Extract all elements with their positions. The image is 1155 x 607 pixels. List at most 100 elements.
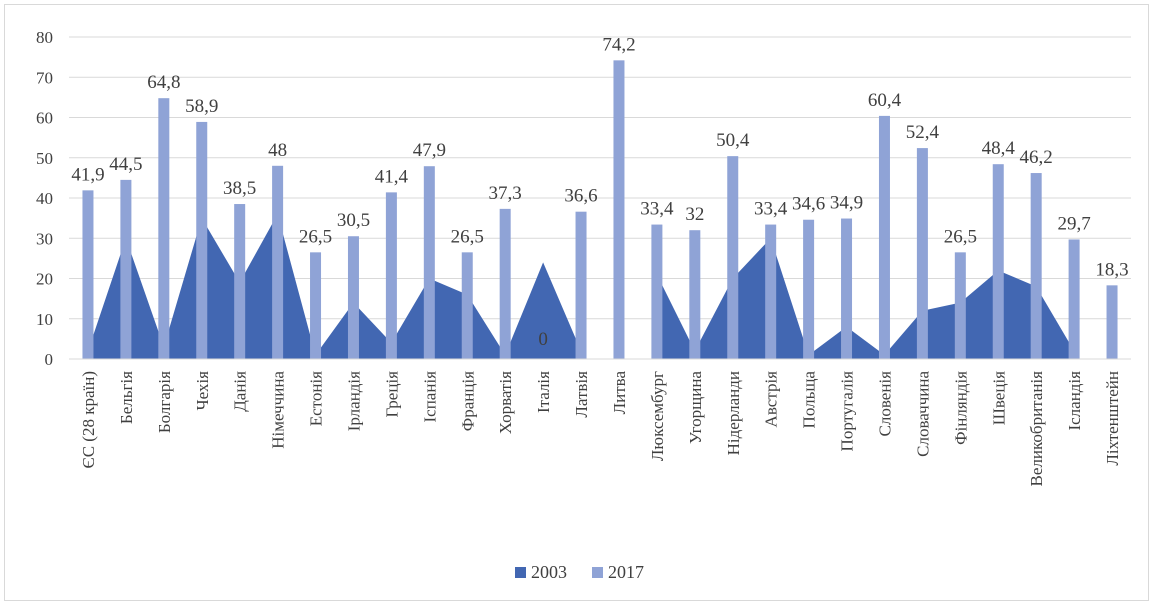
bar-2017 xyxy=(1030,173,1042,359)
x-tick-label: Данія xyxy=(231,371,250,412)
data-label-2017: 48 xyxy=(268,140,287,161)
bar-2017 xyxy=(575,211,587,359)
bar-2017 xyxy=(347,236,359,359)
data-label-2017: 47,9 xyxy=(413,140,446,161)
y-tick-label: 80 xyxy=(36,28,53,47)
y-tick-label: 50 xyxy=(36,149,53,168)
x-tick-label: Фінляндія xyxy=(951,371,970,445)
bar-2017 xyxy=(1106,285,1118,359)
x-tick-label: Португалія xyxy=(838,371,857,452)
y-tick-label: 40 xyxy=(36,189,53,208)
bar-2017 xyxy=(499,208,511,359)
x-tick-label: ЄС (28 країн) xyxy=(79,371,98,469)
chart-svg: 0 10 20 30 40 50 60 70 80 ЄС (28 країн) Бельгія Бол… xyxy=(36,28,1131,582)
x-tick-label: Австрія xyxy=(762,371,781,428)
data-label-2017: 41,9 xyxy=(71,164,104,185)
y-tick-label: 60 xyxy=(36,109,53,128)
x-tick-label: Латвія xyxy=(572,371,591,418)
data-label-2017: 38,5 xyxy=(223,178,256,199)
y-tick-label: 10 xyxy=(36,310,53,329)
bar-2017 xyxy=(803,219,815,359)
x-tick-label: Литва xyxy=(610,371,629,415)
x-tick-label: Франція xyxy=(458,371,477,431)
legend-layer: 2003 2017 xyxy=(515,562,644,582)
bar-2017 xyxy=(765,224,777,359)
x-tick-label: Хорватія xyxy=(496,371,515,434)
x-tick-label: Угорщина xyxy=(686,371,705,444)
x-tick-label: Словенія xyxy=(875,371,894,437)
bar-2017 xyxy=(841,218,853,359)
bar-2017 xyxy=(158,98,170,360)
bar-2017 xyxy=(689,230,701,359)
data-label-2017: 33,4 xyxy=(754,199,788,220)
data-label-2017: 26,5 xyxy=(299,226,332,247)
x-tick-label: Естонія xyxy=(307,371,326,426)
data-label-2017: 52,4 xyxy=(906,122,940,143)
bar-2017 xyxy=(272,165,284,359)
axis-layer: 0 10 20 30 40 50 60 70 80 ЄС (28 країн) Бельгія Бол… xyxy=(36,28,1131,486)
x-tick-label: Великобританія xyxy=(1027,371,1046,487)
x-tick-label: Бельгія xyxy=(117,371,136,424)
area-layer xyxy=(87,214,1075,359)
data-label-2017: 37,3 xyxy=(489,183,522,204)
x-tick-label: Словаччина xyxy=(913,371,932,457)
data-label-2017: 29,7 xyxy=(1057,213,1090,234)
data-label-2017: 26,5 xyxy=(944,226,977,247)
legend-label: 2017 xyxy=(608,562,644,582)
data-label-2017: 33,4 xyxy=(640,199,674,220)
bar-2017 xyxy=(461,252,473,359)
x-tick-label: Німеччина xyxy=(269,371,288,449)
bar-2017 xyxy=(992,164,1004,359)
x-tick-label: Болгарія xyxy=(155,371,174,433)
bar-2017 xyxy=(120,179,132,359)
data-label-2017: 74,2 xyxy=(602,34,635,55)
legend-label: 2003 xyxy=(531,562,567,582)
bar-2017 xyxy=(613,60,625,359)
y-tick-label: 20 xyxy=(36,270,53,289)
data-label-2017: 30,5 xyxy=(337,210,370,231)
data-label-2017: 44,5 xyxy=(109,154,142,175)
bar-layer xyxy=(82,60,1118,360)
y-tick-label: 70 xyxy=(36,68,53,87)
bar-2017 xyxy=(234,204,246,359)
bar-2017 xyxy=(727,156,739,359)
data-label-2017: 46,2 xyxy=(1020,147,1053,168)
x-tick-label: Ліхтенштейн xyxy=(1103,371,1122,466)
x-tick-label: Чехія xyxy=(193,371,212,411)
data-label-2017: 41,4 xyxy=(375,166,409,187)
x-tick-label: Греція xyxy=(382,371,401,418)
bar-2017 xyxy=(916,148,928,359)
data-label-2017: 34,9 xyxy=(830,193,863,214)
area-2003 xyxy=(87,214,582,359)
data-label-2017: 64,8 xyxy=(147,72,180,93)
data-label-2017: 32 xyxy=(685,204,704,225)
bar-2017 xyxy=(954,252,966,359)
bar-2017 xyxy=(1068,239,1080,359)
bar-2017 xyxy=(310,252,322,359)
bar-2017 xyxy=(82,190,94,359)
x-tick-label: Швеція xyxy=(989,371,1008,425)
y-tick-label: 0 xyxy=(45,350,54,369)
data-label-2017: 18,3 xyxy=(1095,259,1128,280)
data-label-2017: 34,6 xyxy=(792,194,825,215)
data-label-2003: 0 xyxy=(538,329,548,350)
legend-swatch xyxy=(515,567,526,578)
data-label-2017: 48,4 xyxy=(982,138,1016,159)
data-label-2017: 26,5 xyxy=(451,226,484,247)
legend-swatch xyxy=(592,567,603,578)
bar-2017 xyxy=(423,166,435,359)
x-tick-label: Польща xyxy=(800,371,819,429)
bar-2017 xyxy=(385,192,397,359)
x-tick-label: Ірландія xyxy=(344,371,363,431)
bar-2017 xyxy=(651,224,663,359)
area-2003 xyxy=(656,238,1075,359)
data-label-2017: 58,9 xyxy=(185,96,218,117)
chart-frame: 0 10 20 30 40 50 60 70 80 ЄС (28 країн) Бельгія Бол… xyxy=(4,4,1149,601)
data-label-2017: 36,6 xyxy=(564,186,597,207)
data-label-2017: 60,4 xyxy=(868,90,902,111)
bar-2017 xyxy=(878,115,890,359)
data-label-2017: 50,4 xyxy=(716,130,750,151)
x-tick-label: Іспанія xyxy=(420,371,439,423)
y-tick-label: 30 xyxy=(36,229,53,248)
bar-2017 xyxy=(196,121,208,360)
